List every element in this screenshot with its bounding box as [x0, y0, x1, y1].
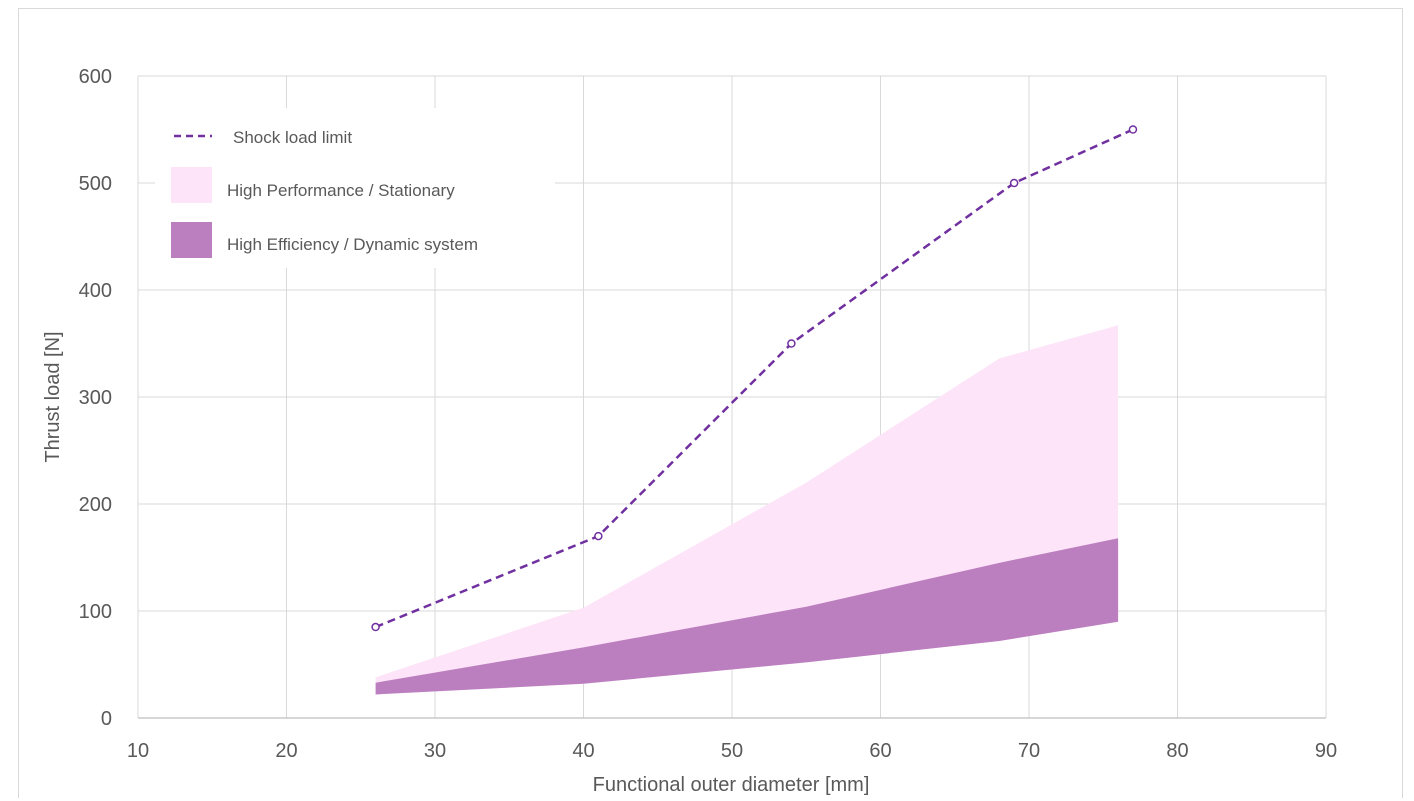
- shock-load-point: [594, 531, 603, 541]
- shock-load-point: [1009, 178, 1019, 188]
- x-tick-label: 10: [127, 740, 149, 762]
- legend-swatch-high-efficiency: [171, 222, 212, 258]
- shock-load-point: [1128, 125, 1138, 134]
- x-tick-label: 40: [572, 740, 594, 762]
- x-tick-label: 30: [424, 740, 446, 762]
- y-tick-label: 200: [79, 494, 112, 516]
- x-tick-label: 50: [721, 740, 743, 762]
- x-tick-label: 70: [1018, 740, 1040, 762]
- legend-label-shock-load: Shock load limit: [233, 128, 352, 147]
- shock-load-point: [787, 339, 796, 348]
- lines: [371, 125, 1138, 632]
- legend: Shock load limit High Performance / Stat…: [155, 108, 555, 268]
- legend-label-high-performance: High Performance / Stationary: [227, 181, 455, 200]
- legend-label-high-efficiency: High Efficiency / Dynamic system: [227, 235, 478, 254]
- y-tick-label: 100: [79, 601, 112, 623]
- x-tick-label: 90: [1315, 740, 1337, 762]
- y-tick-labels: 0 100 200 300 400 500 600: [79, 66, 112, 730]
- band-high-efficiency-dynamic-system: [375, 538, 1119, 695]
- x-axis-title: Functional outer diameter [mm]: [593, 774, 870, 796]
- y-tick-label: 500: [79, 173, 112, 195]
- y-tick-label: 600: [79, 66, 112, 88]
- x-tick-label: 60: [869, 740, 891, 762]
- y-tick-label: 300: [79, 387, 112, 409]
- x-tick-label: 20: [275, 740, 297, 762]
- legend-background: [155, 108, 555, 268]
- shock-load-point: [371, 622, 380, 632]
- y-tick-label: 400: [79, 280, 112, 302]
- x-tick-label: 80: [1166, 740, 1188, 762]
- y-axis-title: Thrust load [N]: [42, 331, 64, 462]
- x-tick-labels: 10 20 30 40 50 60 70 80 90: [127, 740, 1337, 762]
- legend-swatch-high-performance: [171, 167, 212, 203]
- bands: [375, 325, 1119, 695]
- y-tick-label: 0: [101, 708, 112, 730]
